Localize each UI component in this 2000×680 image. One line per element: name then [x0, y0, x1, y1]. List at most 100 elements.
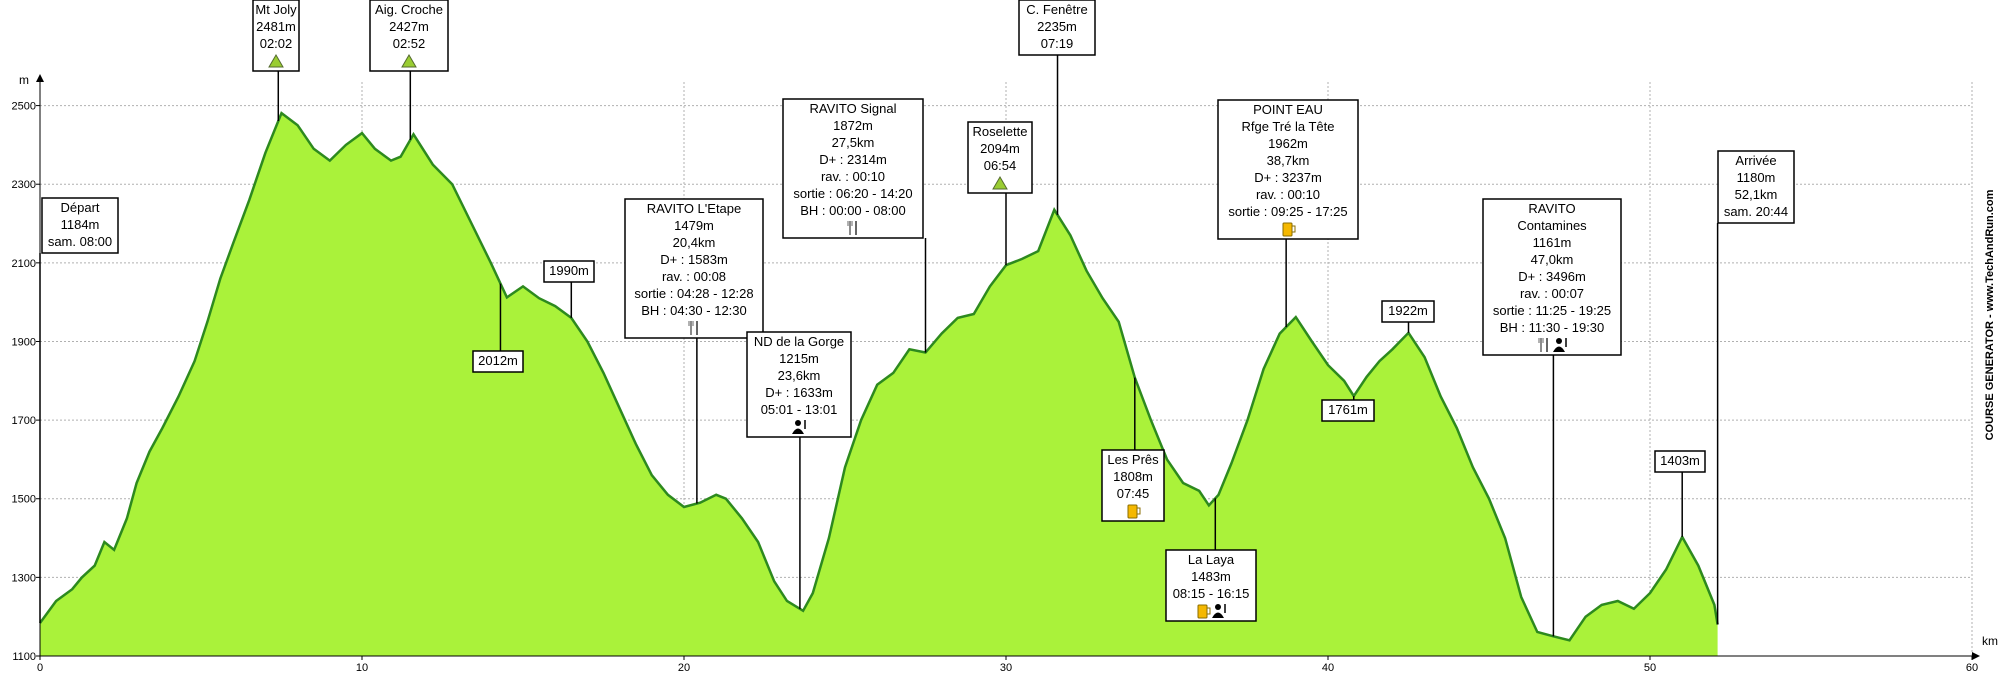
- annotation-line: sortie : 04:28 - 12:28: [634, 286, 753, 301]
- assistance-icon: [792, 420, 806, 434]
- annotation-line: La Laya: [1188, 552, 1235, 567]
- annotation-line: rav. : 00:10: [821, 169, 885, 184]
- annotation-line: 1161m: [1533, 235, 1572, 250]
- mug-handle-icon: [1136, 507, 1141, 515]
- annotation-line: 1808m: [1113, 469, 1153, 484]
- annotation-box: [746, 331, 852, 438]
- annotation: La Laya 1483m 08:15 - 16:15: [1165, 498, 1257, 622]
- annotation-box: [1654, 450, 1706, 473]
- annotation: RAVITO Contamines 1161m 47,0km D+ : 3496m rav…: [1482, 198, 1622, 637]
- annotation: POINT EAU Rfge Tré la Tête 1962m 38,7km D+ :…: [1217, 99, 1359, 328]
- annotation-line: 20,4km: [673, 235, 716, 250]
- annotation-box: [782, 98, 924, 239]
- annotation-line: BH : 04:30 - 12:30: [641, 303, 747, 318]
- annotation: Roselette 2094m 06:54: [967, 121, 1033, 266]
- annotation-box: [472, 350, 524, 373]
- annotation-line: Roselette: [973, 124, 1028, 139]
- assistance-icon: [1553, 338, 1567, 352]
- annotation: Départ 1184m sam. 08:00: [39, 197, 119, 623]
- mug-icon: [1127, 504, 1138, 519]
- annotation-line: 52,1km: [1735, 187, 1778, 202]
- annotation-line: rav. : 00:10: [1256, 187, 1320, 202]
- annotation-line: 2012m: [478, 353, 518, 368]
- drink-icon: [1282, 222, 1296, 237]
- annotation: ND de la Gorge 1215m 23,6km D+ : 1633m 05:01…: [746, 331, 852, 609]
- annotation-line: C. Fenêtre: [1026, 2, 1087, 17]
- annotation-line: 1761m: [1328, 402, 1368, 417]
- annotation-line: sortie : 11:25 - 19:25: [1493, 303, 1611, 318]
- person-head-icon: [795, 420, 801, 426]
- annotation-line: Rfge Tré la Tête: [1242, 119, 1335, 134]
- annotation: Les Prês 1808m 07:45: [1101, 377, 1165, 522]
- annotation-line: ND de la Gorge: [754, 334, 844, 349]
- annotation-box: [1381, 300, 1435, 323]
- annotation-box: [1717, 150, 1795, 224]
- y-axis-arrow: [36, 74, 44, 82]
- annotation-line: Arrivée: [1735, 153, 1776, 168]
- annotation-line: BH : 11:30 - 19:30: [1500, 320, 1605, 335]
- annotation-line: 2481m: [256, 19, 296, 34]
- annotation-line: Les Prês: [1107, 452, 1159, 467]
- annotation-line: 1483m: [1191, 569, 1231, 584]
- y-tick-label: 2300: [12, 179, 36, 191]
- annotation-line: 2235m: [1037, 19, 1077, 34]
- x-tick-label: 10: [356, 662, 368, 674]
- summit-icon: [401, 54, 417, 68]
- annotation-line: 05:01 - 13:01: [761, 402, 838, 417]
- annotation-line: Contamines: [1517, 218, 1587, 233]
- annotation: C. Fenêtre 2235m 07:19: [1018, 0, 1096, 215]
- annotation-line: sam. 08:00: [48, 234, 112, 249]
- annotation: RAVITO Signal 1872m 27,5km D+ : 2314m rav. :…: [782, 98, 927, 353]
- x-tick-label: 0: [37, 662, 43, 674]
- mug-handle-icon: [1206, 607, 1211, 615]
- annotation-line: D+ : 3496m: [1518, 269, 1586, 284]
- annotation-line: 02:02: [260, 36, 293, 51]
- annotation-line: RAVITO Signal: [810, 101, 897, 116]
- annotation: 1761m: [1321, 396, 1375, 422]
- summit-icon: [992, 176, 1008, 190]
- annotation-line: 2094m: [980, 141, 1020, 156]
- annotation-box: [543, 260, 595, 283]
- y-tick-label: 1700: [12, 415, 36, 427]
- axes: 0 10 20 30 40 50 60 1100 1300 1500 1700 1900 2100 230…: [12, 73, 1998, 674]
- drink-icon: [1197, 604, 1211, 619]
- mug-icon: [1282, 222, 1293, 237]
- assistance-icon: [1212, 604, 1226, 618]
- annotation-line: 1872m: [833, 118, 873, 133]
- annotation-line: D+ : 3237m: [1254, 170, 1322, 185]
- x-tick-label: 50: [1644, 662, 1656, 674]
- annotation-line: rav. : 00:08: [662, 269, 726, 284]
- annotation-line: sam. 20:44: [1724, 204, 1788, 219]
- annotation-line: sortie : 09:25 - 17:25: [1228, 204, 1347, 219]
- annotation-line: 1180m: [1737, 170, 1776, 185]
- annotations: Départ 1184m sam. 08:00 Mt Joly 2481m 02:02 Ai…: [39, 0, 1795, 637]
- x-axis-arrow: [1972, 652, 1980, 660]
- x-tick-label: 40: [1322, 662, 1334, 674]
- annotation-line: 47,0km: [1531, 252, 1574, 267]
- annotation: Aig. Croche 2427m 02:52: [369, 0, 449, 140]
- drink-icon: [1127, 504, 1141, 519]
- person-head-icon: [1556, 338, 1562, 344]
- annotation-line: Aig. Croche: [375, 2, 443, 17]
- annotation-line: 1962m: [1268, 136, 1308, 151]
- annotation-box: [1321, 399, 1375, 422]
- credit-text: COURSE GENERATOR - www.TechAndRun.com: [1984, 189, 1996, 440]
- annotation-line: D+ : 1633m: [765, 385, 833, 400]
- annotation-line: 1922m: [1388, 303, 1428, 318]
- person-head-icon: [1215, 604, 1221, 610]
- annotation-line: D+ : 2314m: [819, 152, 887, 167]
- y-tick-label: 1500: [12, 494, 36, 506]
- x-tick-label: 60: [1966, 662, 1978, 674]
- annotation: 1922m: [1381, 300, 1435, 333]
- annotation: 1990m: [543, 260, 595, 318]
- annotation-box: [1018, 0, 1096, 56]
- annotation: 1403m: [1654, 450, 1706, 537]
- annotation-line: BH : 00:00 - 08:00: [800, 203, 906, 218]
- annotation-line: Départ: [60, 200, 99, 215]
- food-icon: [847, 221, 857, 235]
- annotation-line: 1184m: [61, 217, 100, 232]
- annotation: RAVITO L'Etape 1479m 20,4km D+ : 1583m rav. …: [624, 198, 764, 504]
- annotation-line: 07:45: [1117, 486, 1150, 501]
- x-tick-label: 20: [678, 662, 690, 674]
